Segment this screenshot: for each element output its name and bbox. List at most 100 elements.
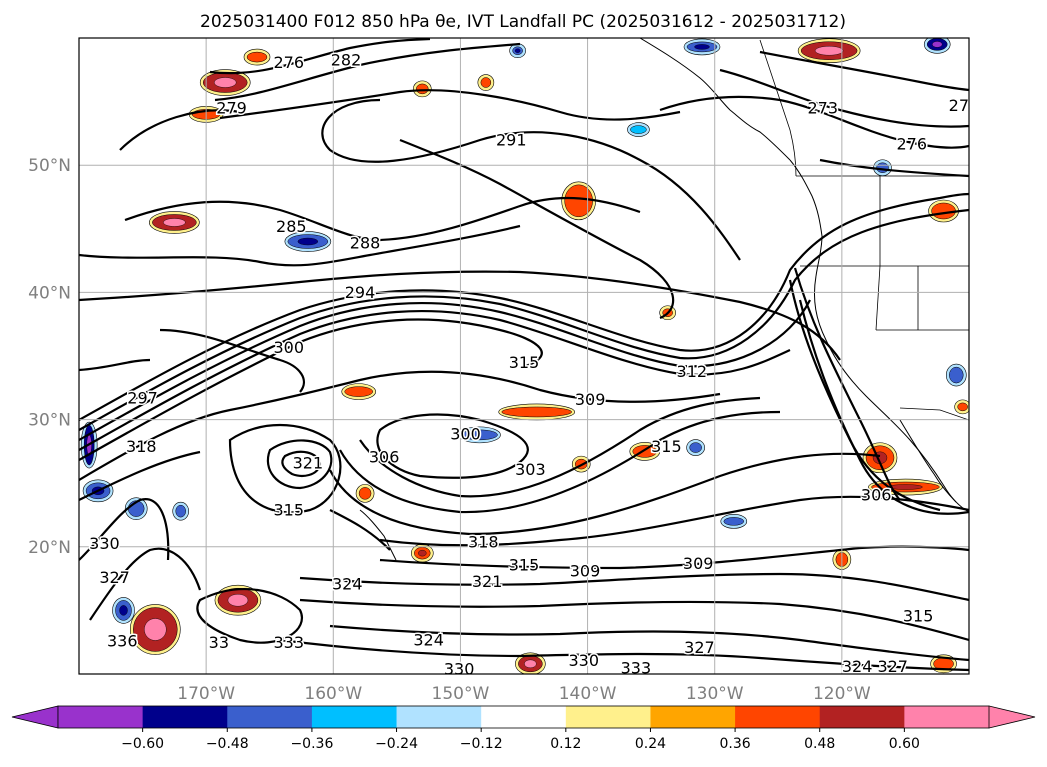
ivt-patch xyxy=(564,184,593,218)
contour-label: 33 xyxy=(209,633,229,652)
contour-label: 324 xyxy=(413,630,444,649)
colorbar-tick-label: −0.48 xyxy=(206,736,249,752)
contour-labels: 276 282 279 291 273 276 27 285 288 294 300 315 312 29… xyxy=(88,49,969,676)
theta-e-contour xyxy=(79,224,521,267)
figure-title: 2025031400 F012 850 hPa θe, IVT Landfall… xyxy=(200,12,846,32)
contour-label: 309 xyxy=(575,390,606,409)
longitude-tick-label: 150°W xyxy=(432,684,490,704)
colorbar: −0.60 −0.48 −0.36 −0.24 −0.12 0.12 0.24 0.36 0.4… xyxy=(11,705,1036,752)
theta-e-contour xyxy=(79,498,170,561)
contour-label: 285 xyxy=(276,217,307,236)
contour-label: 318 xyxy=(126,437,157,456)
theta-e-contour xyxy=(159,328,305,393)
lat-lon-grid xyxy=(79,38,969,674)
coastline-alaska xyxy=(639,38,791,161)
coastline-british-columbia xyxy=(789,159,823,277)
theta-e-contour xyxy=(214,42,521,102)
map-background xyxy=(79,38,969,674)
ivt-patch xyxy=(876,162,889,173)
colorbar-over-extension xyxy=(988,705,1036,729)
ivt-patch-core xyxy=(814,46,844,56)
contour-label: 27 xyxy=(949,96,969,115)
map-panel: 276 282 279 291 273 276 27 285 288 294 300 315 312 29… xyxy=(28,37,970,704)
contour-label: 330 xyxy=(89,534,120,553)
colorbar-segment xyxy=(735,706,821,728)
contour-label: 312 xyxy=(677,362,708,381)
contour-label: 315 xyxy=(509,353,540,372)
colorbar-tick-label: −0.60 xyxy=(121,736,164,752)
colorbar-tick-label: 0.60 xyxy=(889,736,920,752)
colorbar-segment xyxy=(819,706,905,728)
theta-e-contour xyxy=(89,547,202,621)
colorbar-outline xyxy=(57,705,990,729)
ivt-patch-core xyxy=(514,48,521,53)
border-us-mexico xyxy=(899,407,969,421)
colorbar-segment xyxy=(481,706,567,728)
theta-e-contour xyxy=(219,89,681,121)
contour-label: 279 xyxy=(216,99,247,118)
ivt-patch xyxy=(480,77,492,88)
theta-e-contour xyxy=(228,424,342,514)
contour-label: 300 xyxy=(450,424,481,443)
ivt-patch xyxy=(344,386,373,397)
contour-label: 315 xyxy=(274,501,305,520)
contour-label: 324 xyxy=(332,574,363,593)
theta-e-contour xyxy=(329,624,969,662)
ivt-patch xyxy=(501,406,572,418)
ivt-patch xyxy=(689,442,702,453)
theta-e-contour xyxy=(759,50,969,92)
ivt-patch xyxy=(416,83,429,95)
contour-label: 318 xyxy=(468,532,499,551)
theta-e-contour xyxy=(209,38,431,75)
contour-label: 324 xyxy=(842,657,873,676)
contour-label: 297 xyxy=(127,389,158,408)
longitude-tick-label: 160°W xyxy=(304,684,362,704)
theta-e-contour xyxy=(329,509,391,551)
coastline-hawaii xyxy=(359,509,397,561)
colorbar-tick-label: 0.24 xyxy=(635,736,666,752)
longitude-tick-label: 140°W xyxy=(559,684,617,704)
colorbar-segment xyxy=(58,706,144,728)
ivt-patch-core xyxy=(119,605,128,616)
theta-e-contour xyxy=(79,192,969,421)
contour-label: 288 xyxy=(350,234,381,253)
theta-e-contour xyxy=(196,588,303,644)
theta-e-contour xyxy=(379,495,969,547)
theta-e-contour xyxy=(119,109,241,151)
contour-label: 300 xyxy=(274,338,305,357)
contour-label: 282 xyxy=(331,50,362,69)
theta-e-contour xyxy=(299,572,969,602)
contour-label: 315 xyxy=(651,437,682,456)
ivt-patch-core xyxy=(297,237,319,246)
theta-e-contour xyxy=(376,413,529,479)
ivt-patch-core xyxy=(524,659,537,669)
coastline-baja xyxy=(899,419,957,503)
contour-label: 321 xyxy=(293,454,324,473)
contour-label: 294 xyxy=(345,283,376,302)
theta-e-contour xyxy=(79,450,201,501)
colorbar-tick-label: −0.24 xyxy=(375,736,418,752)
theta-e-contour xyxy=(279,638,969,672)
ivt-patch xyxy=(949,366,964,384)
latitude-tick-label: 40°N xyxy=(28,283,71,303)
contour-label: 315 xyxy=(509,555,540,574)
theta-e-contour xyxy=(79,370,721,481)
colorbar-segment xyxy=(650,706,736,728)
contour-label: 309 xyxy=(683,554,714,573)
theta-e-contour xyxy=(321,98,741,261)
longitude-tick-label: 170°W xyxy=(177,684,235,704)
theta-e-contour xyxy=(281,450,322,477)
contour-label: 309 xyxy=(570,562,601,581)
colorbar-tick-label: 0.36 xyxy=(720,736,751,752)
theta-e-contour xyxy=(79,270,841,361)
theta-e-contour xyxy=(79,358,151,372)
contour-label: 303 xyxy=(515,460,546,479)
colorbar-segment xyxy=(396,706,482,728)
border-alaska-canada xyxy=(759,39,797,177)
theta-e-contour xyxy=(798,299,969,515)
axis-tick-labels: 170°W 160°W 150°W 140°W 130°W 120°W 50°N 40°N 30… xyxy=(28,156,871,704)
colorbar-segment xyxy=(142,706,228,728)
border-us-states xyxy=(800,176,969,331)
contour-label: 333 xyxy=(274,633,305,652)
